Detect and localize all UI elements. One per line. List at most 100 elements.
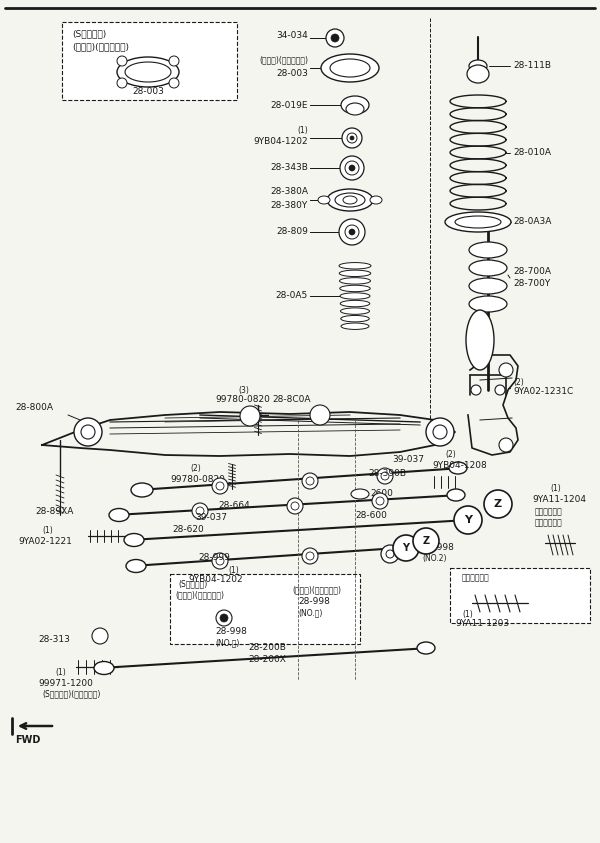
Ellipse shape <box>94 662 114 674</box>
Ellipse shape <box>124 534 144 546</box>
Circle shape <box>169 56 179 66</box>
Text: 28-200B: 28-200B <box>248 643 286 652</box>
Circle shape <box>220 614 228 622</box>
Circle shape <box>433 425 447 439</box>
Circle shape <box>326 29 344 47</box>
Ellipse shape <box>343 196 357 204</box>
Text: 9YA11-1203: 9YA11-1203 <box>455 620 509 629</box>
Ellipse shape <box>341 323 369 330</box>
Text: 34-034: 34-034 <box>276 31 308 40</box>
Text: 9YB04-1202: 9YB04-1202 <box>188 576 242 584</box>
Circle shape <box>426 418 454 446</box>
Text: FWD: FWD <box>16 735 41 745</box>
Ellipse shape <box>445 212 511 232</box>
Circle shape <box>342 128 362 148</box>
Circle shape <box>81 425 95 439</box>
Circle shape <box>74 418 102 446</box>
Circle shape <box>381 472 389 480</box>
Text: 9YB04-1208: 9YB04-1208 <box>432 460 487 470</box>
Text: 28-380Y: 28-380Y <box>271 201 308 211</box>
Circle shape <box>216 610 232 626</box>
Ellipse shape <box>340 285 370 292</box>
Text: (セダン)(１９１８－): (セダン)(１９１８－) <box>72 42 129 51</box>
Circle shape <box>345 161 359 175</box>
Circle shape <box>499 438 513 452</box>
Ellipse shape <box>469 278 507 294</box>
Circle shape <box>212 553 228 569</box>
Ellipse shape <box>467 65 489 83</box>
Circle shape <box>372 493 388 509</box>
Text: 39-037: 39-037 <box>195 513 227 523</box>
Text: (1): (1) <box>297 126 308 135</box>
Ellipse shape <box>340 300 370 307</box>
Ellipse shape <box>469 260 507 276</box>
Ellipse shape <box>455 514 473 526</box>
Ellipse shape <box>449 462 467 474</box>
Text: (NO.１): (NO.１) <box>298 609 322 618</box>
Circle shape <box>306 477 314 485</box>
Text: 28-998: 28-998 <box>215 627 247 636</box>
Circle shape <box>454 506 482 534</box>
Circle shape <box>216 482 224 490</box>
Circle shape <box>386 550 394 558</box>
Circle shape <box>471 385 481 395</box>
Text: 28-343B: 28-343B <box>270 164 308 173</box>
Circle shape <box>484 490 512 518</box>
Ellipse shape <box>341 308 370 314</box>
Ellipse shape <box>469 296 507 312</box>
Ellipse shape <box>335 193 365 207</box>
Ellipse shape <box>339 262 371 269</box>
Circle shape <box>117 78 127 88</box>
Text: 99971-1200: 99971-1200 <box>38 679 93 688</box>
Text: 34-318: 34-318 <box>395 544 427 552</box>
Circle shape <box>350 136 354 140</box>
FancyBboxPatch shape <box>62 22 237 100</box>
Circle shape <box>196 507 204 515</box>
Text: Z: Z <box>422 536 430 546</box>
Ellipse shape <box>318 196 330 204</box>
FancyBboxPatch shape <box>450 568 590 623</box>
Circle shape <box>212 478 228 494</box>
Circle shape <box>377 468 393 484</box>
Text: 28-998: 28-998 <box>422 544 454 552</box>
Ellipse shape <box>341 315 369 322</box>
Text: (S．ワゴン)(－１９１８): (S．ワゴン)(－１９１８) <box>42 690 100 699</box>
Text: 28-999: 28-999 <box>198 554 230 562</box>
Text: (2): (2) <box>190 464 201 472</box>
Circle shape <box>345 225 359 239</box>
Circle shape <box>376 497 384 505</box>
Circle shape <box>306 552 314 560</box>
Text: 28-800A: 28-800A <box>15 404 53 412</box>
Text: 28-380A: 28-380A <box>270 187 308 196</box>
Text: (NO.2): (NO.2) <box>422 555 446 563</box>
Circle shape <box>291 502 299 510</box>
Circle shape <box>117 56 127 66</box>
Text: 28-809: 28-809 <box>276 228 308 237</box>
Ellipse shape <box>455 216 501 228</box>
Text: (1): (1) <box>462 609 473 619</box>
Ellipse shape <box>327 189 373 211</box>
Circle shape <box>381 545 399 563</box>
Text: 28-003: 28-003 <box>132 88 164 96</box>
Text: 28-998: 28-998 <box>298 598 330 606</box>
Ellipse shape <box>340 277 371 284</box>
Circle shape <box>393 535 419 561</box>
Ellipse shape <box>339 270 371 277</box>
Text: 28-111B: 28-111B <box>513 62 551 71</box>
Text: （１５００）: （１５００） <box>535 518 563 528</box>
Circle shape <box>499 363 513 377</box>
Circle shape <box>347 133 357 143</box>
Text: （２０００）: （２０００） <box>462 573 490 583</box>
Text: (1): (1) <box>42 525 53 534</box>
Ellipse shape <box>340 293 370 299</box>
Circle shape <box>495 385 505 395</box>
Text: 9YA11-1204: 9YA11-1204 <box>532 496 586 504</box>
Text: Y: Y <box>403 543 409 553</box>
Circle shape <box>340 156 364 180</box>
Text: 39-037: 39-037 <box>392 455 424 464</box>
Ellipse shape <box>117 57 179 87</box>
Text: 99780-0820: 99780-0820 <box>215 395 270 405</box>
Text: 28-003: 28-003 <box>276 68 308 78</box>
Circle shape <box>287 498 303 514</box>
Text: Y: Y <box>464 515 472 525</box>
